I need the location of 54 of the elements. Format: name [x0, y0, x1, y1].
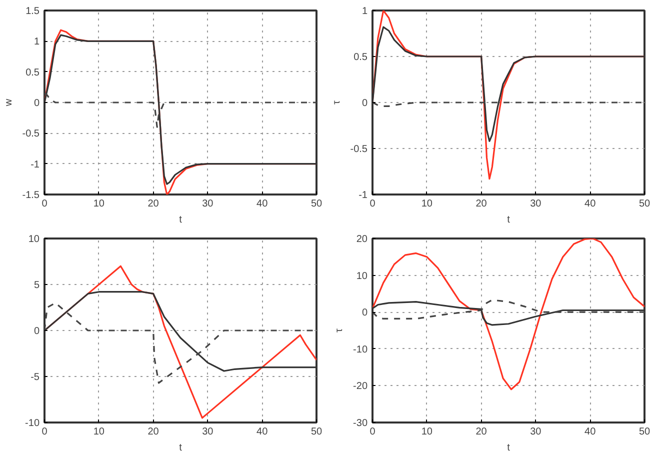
x-tick-label: 30 — [530, 426, 542, 438]
y-tick-label: 1 — [34, 36, 40, 48]
y-tick-label: -20 — [353, 381, 368, 392]
x-axis-title: t — [507, 442, 510, 454]
x-tick-label: 20 — [148, 426, 160, 438]
y-tick-label: -5 — [30, 372, 40, 383]
x-tick-label: 30 — [202, 198, 214, 210]
y-tick-label: 0.5 — [354, 52, 368, 63]
y-tick-label: 0 — [34, 98, 40, 109]
x-tick-label: 30 — [202, 426, 214, 438]
y-tick-label: -1 — [30, 159, 40, 170]
y-tick-label: -1.5 — [22, 190, 40, 201]
x-tick-label: 10 — [421, 198, 433, 210]
x-tick-label: 40 — [584, 426, 596, 438]
x-tick-label: 30 — [530, 198, 542, 210]
x-axis-title: t — [179, 442, 182, 454]
x-tick-label: 20 — [148, 198, 160, 210]
y-tick-label: -10 — [25, 418, 40, 429]
y-tick-label: 10 — [356, 270, 368, 282]
y-axis-title: w — [3, 98, 14, 108]
x-tick-label: 40 — [256, 198, 268, 210]
y-tick-label: 0 — [362, 308, 368, 319]
y-tick-label: 10 — [28, 234, 40, 245]
y-tick-label: 1 — [362, 6, 368, 17]
y-tick-label: -0.5 — [22, 128, 40, 140]
y-axis-title: τ — [334, 328, 346, 332]
x-axis-title: t — [179, 214, 182, 226]
x-tick-label: 10 — [93, 426, 105, 438]
x-tick-label: 50 — [310, 426, 322, 438]
y-tick-label: -1 — [358, 190, 368, 201]
x-tick-label: 50 — [638, 426, 650, 438]
x-tick-label: 50 — [310, 198, 322, 210]
x-tick-label: 20 — [476, 426, 488, 438]
x-tick-label: 0 — [42, 426, 48, 438]
y-axis-title: τ — [331, 100, 342, 104]
x-tick-label: 20 — [476, 198, 488, 210]
x-tick-label: 0 — [370, 198, 376, 210]
y-tick-label: 5 — [34, 280, 40, 291]
x-tick-label: 10 — [421, 426, 433, 438]
y-tick-label: 0 — [362, 98, 368, 109]
x-axis-title: t — [507, 214, 510, 226]
y-tick-label: 20 — [356, 234, 368, 245]
y-tick-label: 0.5 — [26, 67, 40, 78]
x-tick-label: 50 — [638, 198, 650, 210]
x-tick-label: 40 — [584, 198, 596, 210]
x-tick-label: 0 — [42, 198, 48, 210]
x-tick-label: 40 — [256, 426, 268, 438]
y-tick-label: -0.5 — [350, 144, 368, 155]
y-tick-label: 1.5 — [26, 6, 40, 17]
x-tick-label: 0 — [370, 426, 376, 438]
y-tick-label: -30 — [353, 418, 368, 429]
y-tick-label: -10 — [353, 344, 368, 356]
x-tick-label: 10 — [93, 198, 105, 210]
y-tick-label: 0 — [34, 326, 40, 337]
